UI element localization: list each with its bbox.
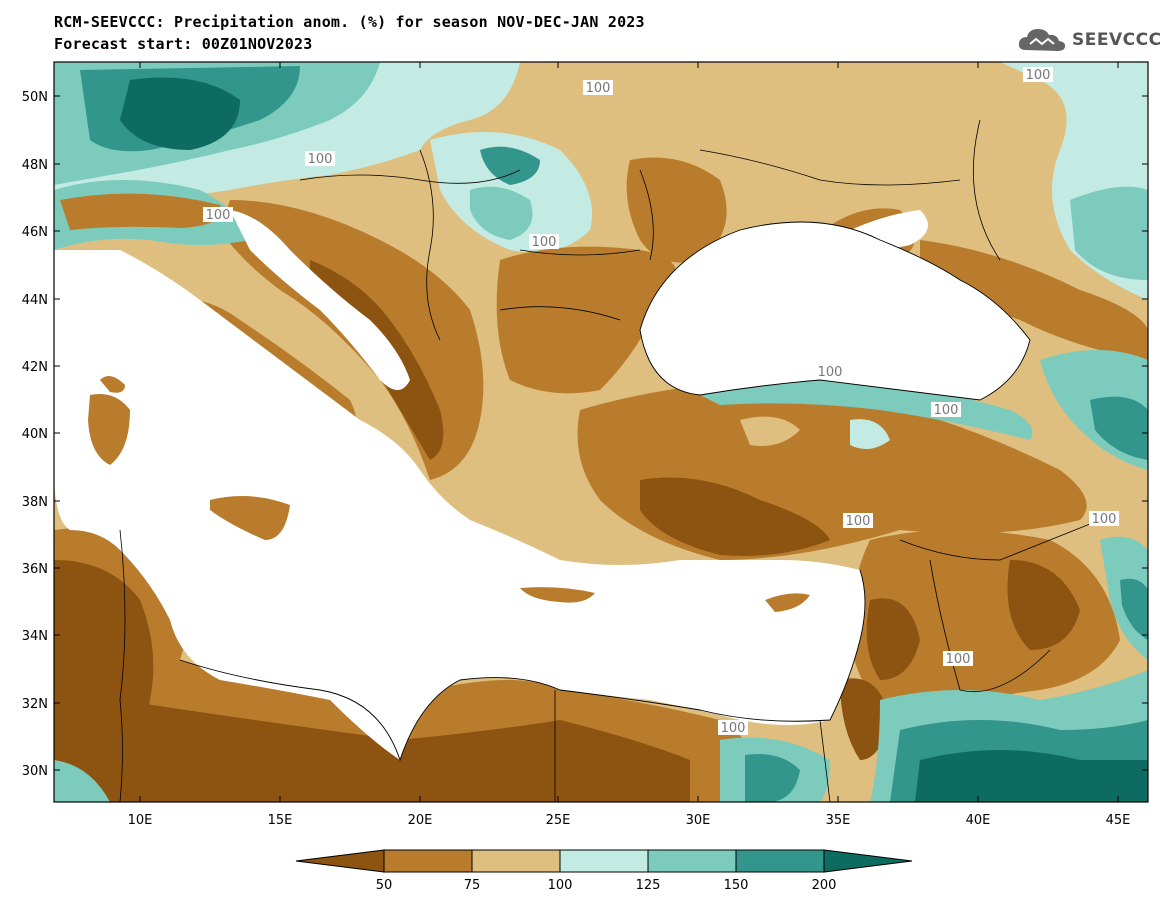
colorbar-tick-label: 50 <box>376 878 393 893</box>
crete-overlay <box>520 587 595 603</box>
sardinia-overlay <box>88 376 130 465</box>
lat-tick-label: 32N <box>22 697 48 712</box>
contour-label-bg <box>943 651 973 666</box>
region-romania-brown <box>496 246 676 394</box>
region-jordan-dark <box>866 598 920 680</box>
region-east-teal-mid <box>1070 186 1148 280</box>
lon-tick-label: 40E <box>966 813 991 828</box>
region-levant-dark <box>840 678 890 760</box>
region-pannonian-mid <box>470 186 533 240</box>
black-sea <box>640 222 1030 400</box>
forecast-start-label: Forecast start: 00Z01NOV2023 <box>54 35 313 53</box>
cloud-icon <box>1018 29 1066 51</box>
lat-tick-label: 42N <box>22 360 48 375</box>
region-black-sea-coast-teal <box>690 374 1033 440</box>
mediterranean-sea <box>54 250 865 760</box>
contour-label: 100 <box>532 235 557 250</box>
map-title: RCM-SEEVCCC: Precipitation anom. (%) for… <box>54 13 645 31</box>
region-arabia-peak <box>915 750 1148 802</box>
contour-label: 100 <box>721 721 746 736</box>
longitude-axis: 10E 15E 20E 25E 30E 35E 40E 45E <box>128 62 1131 828</box>
map-frame <box>53 61 1149 803</box>
region-turkey-dark <box>640 477 830 556</box>
contour-label: 100 <box>1092 512 1117 527</box>
seevccc-logo: SEEVCCC <box>1016 22 1161 58</box>
colorbar-tick-label: 150 <box>724 878 749 893</box>
contour-label: 100 <box>818 365 843 380</box>
colorbar-bin <box>383 849 473 873</box>
sea-of-azov <box>840 210 928 249</box>
region-caucasus-north-brown <box>920 240 1148 360</box>
contour-label-bg <box>583 80 613 95</box>
colorbar: 50 75 100 125 150 200 <box>295 849 913 893</box>
region-egypt-high <box>745 754 800 802</box>
lat-tick-label: 34N <box>22 629 48 644</box>
colorbar-tick-label: 125 <box>636 878 661 893</box>
contour-label-bg <box>815 364 845 379</box>
contour-label-bg <box>305 151 335 166</box>
contour-label-bg <box>203 207 233 222</box>
contour-label: 100 <box>308 152 333 167</box>
contour-label: 100 <box>934 403 959 418</box>
logo-text: SEEVCCC <box>1072 30 1162 50</box>
region-slovakia-high <box>480 146 540 185</box>
cyprus-overlay <box>765 593 810 612</box>
lon-tick-label: 20E <box>408 813 433 828</box>
contour-label-bg <box>843 513 873 528</box>
region-caucasus-high <box>1090 396 1148 460</box>
contour-label-bg <box>529 234 559 249</box>
lat-tick-label: 40N <box>22 427 48 442</box>
colorbar-bin <box>559 849 649 873</box>
lat-tick-label: 46N <box>22 225 48 240</box>
lon-tick-label: 25E <box>546 813 571 828</box>
region-iraq-dark <box>1007 560 1080 650</box>
contour-label: 100 <box>1026 68 1051 83</box>
contour-labels: 100 100 100 100 100 100 100 100 100 100 100 <box>203 67 1119 736</box>
colorbar-bin <box>735 849 825 873</box>
region-libya-dark <box>120 700 690 802</box>
lon-tick-label: 30E <box>686 813 711 828</box>
colorbar-bin <box>647 849 737 873</box>
region-alps-brown <box>60 193 222 230</box>
contour-label-bg <box>718 720 748 735</box>
lat-tick-label: 44N <box>22 293 48 308</box>
colorbar-low-extension <box>295 849 385 873</box>
lon-tick-label: 45E <box>1106 813 1131 828</box>
lat-tick-label: 36N <box>22 562 48 577</box>
lat-tick-label: 50N <box>22 90 48 105</box>
colorbar-high-extension <box>823 849 913 873</box>
colorbar-tick-label: 75 <box>464 878 481 893</box>
region-central-europe-peak <box>120 77 240 150</box>
contour-label-bg <box>1089 511 1119 526</box>
country-borders <box>119 119 1101 802</box>
anomaly-field <box>54 62 1148 802</box>
region-iran-high <box>1120 578 1148 640</box>
region-turkey-tan <box>740 416 800 446</box>
lon-tick-label: 35E <box>826 813 851 828</box>
region-algeria-teal <box>54 760 110 802</box>
colorbar-bin <box>471 849 561 873</box>
contour-label-bg <box>931 402 961 417</box>
region-turkey-teal <box>850 419 890 449</box>
lat-tick-label: 48N <box>22 158 48 173</box>
adriatic-sea <box>230 210 410 390</box>
sicily-overlay <box>210 496 290 540</box>
coastlines <box>179 221 1031 762</box>
lon-tick-label: 15E <box>268 813 293 828</box>
contour-label: 100 <box>946 652 971 667</box>
lat-tick-label: 38N <box>22 495 48 510</box>
lon-tick-label: 10E <box>128 813 153 828</box>
region-moldova-brown <box>626 157 727 263</box>
contour-label: 100 <box>586 81 611 96</box>
colorbar-tick-label: 200 <box>812 878 837 893</box>
contour-label: 100 <box>206 208 231 223</box>
contour-label: 100 <box>846 514 871 529</box>
colorbar-tick-label: 100 <box>548 878 573 893</box>
contour-label-bg <box>1023 67 1053 82</box>
lat-tick-label: 30N <box>22 764 48 779</box>
latitude-axis: 50N 48N 46N 44N 42N 40N 38N 36N 34N 32N 30N <box>22 90 1148 779</box>
